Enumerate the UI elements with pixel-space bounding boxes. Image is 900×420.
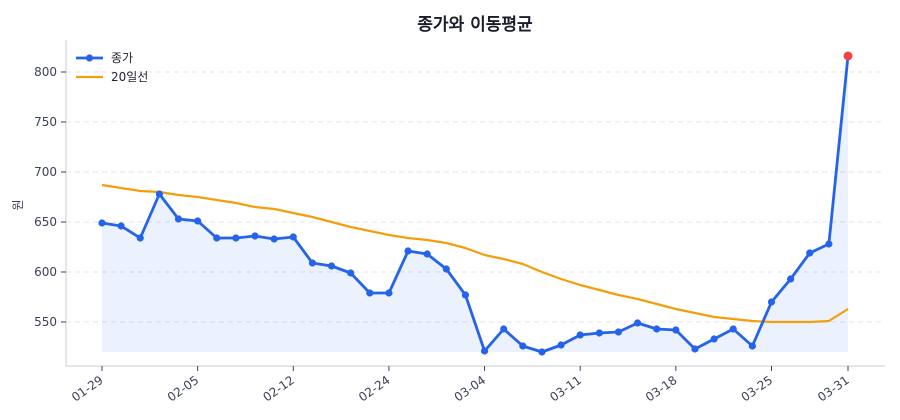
close-data-point [748, 342, 756, 350]
y-tick-label: 700 [34, 165, 57, 179]
close-data-point [366, 289, 374, 297]
close-data-point [308, 259, 317, 267]
close-data-point [270, 235, 278, 243]
chart-title: 종가와 이동평균 [417, 15, 533, 35]
close-area-fill [102, 56, 848, 352]
close-data-point [327, 262, 336, 270]
close-data-point [595, 329, 603, 337]
close-data-point [710, 335, 718, 343]
close-data-point [404, 247, 412, 255]
y-tick-label: 550 [34, 315, 57, 329]
close-data-point [557, 341, 565, 349]
x-tick-label: 02-12 [260, 373, 297, 404]
close-data-point [423, 250, 431, 258]
close-data-point [213, 234, 221, 242]
close-data-point [691, 345, 699, 353]
close-data-point [442, 265, 450, 273]
close-data-point [289, 233, 297, 241]
x-tick-label: 03-25 [739, 373, 776, 404]
close-data-point [347, 269, 355, 277]
close-data-point [672, 326, 680, 334]
close-data-point [825, 240, 833, 248]
legend-label-ma20: 20일선 [111, 70, 148, 84]
close-data-point [480, 347, 489, 355]
close-data-point [500, 325, 508, 333]
close-data-point [806, 249, 814, 257]
close-data-point [232, 234, 240, 242]
y-tick-label: 600 [34, 265, 57, 279]
close-data-point [787, 275, 795, 283]
x-tick-label: 03-11 [547, 373, 584, 404]
x-tick-label: 02-24 [356, 373, 393, 404]
x-tick-label: 03-04 [452, 373, 489, 404]
close-data-point [174, 215, 183, 223]
close-data-point [653, 325, 661, 333]
close-data-point [767, 298, 776, 306]
close-data-point [614, 328, 623, 336]
y-axis-label: 원 [11, 199, 25, 210]
y-tick-label: 800 [34, 65, 57, 79]
legend-label-close: 종가 [111, 51, 133, 65]
legend: 종가 20일선 [76, 51, 148, 84]
close-data-point [538, 348, 546, 356]
x-tick-label: 02-05 [165, 373, 202, 404]
close-data-point [576, 331, 584, 339]
close-data-point [633, 319, 642, 327]
x-tick-label: 03-18 [643, 373, 680, 404]
x-tick-label: 01-29 [69, 373, 106, 404]
legend-close-marker [85, 54, 94, 62]
y-tick-label: 650 [34, 215, 57, 229]
last-point-marker [843, 51, 853, 61]
x-tick-label: 03-31 [815, 373, 852, 404]
close-data-point [251, 232, 259, 240]
close-data-point [98, 219, 106, 227]
close-data-point [117, 222, 125, 230]
close-line [101, 55, 850, 354]
close-data-point [136, 234, 144, 242]
ma20-line [101, 183, 849, 324]
close-data-point [461, 291, 470, 299]
y-tick-label: 750 [34, 115, 57, 129]
close-data-point [155, 190, 163, 198]
close-data-point [519, 342, 527, 350]
close-data-point [194, 217, 202, 225]
close-data-point [729, 325, 737, 333]
close-data-point [385, 289, 393, 297]
